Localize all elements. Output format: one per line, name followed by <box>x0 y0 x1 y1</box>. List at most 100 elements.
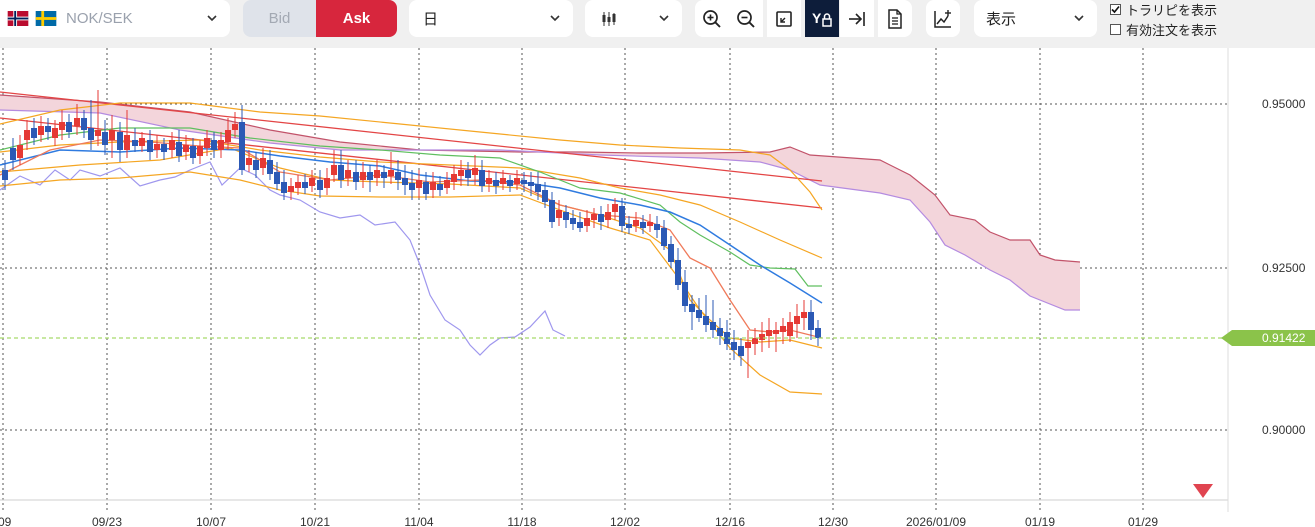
candle-body <box>117 132 123 150</box>
y-axis-lock-button[interactable]: Y <box>805 0 839 37</box>
candle-body <box>367 172 373 180</box>
candle-body <box>612 204 618 212</box>
candle-body <box>59 122 65 130</box>
candle-body <box>801 312 807 318</box>
candle-body <box>416 180 422 188</box>
candle-body <box>38 126 44 135</box>
candle-body <box>570 218 576 224</box>
document-button[interactable] <box>878 0 912 37</box>
candle-body <box>95 130 101 136</box>
candle-body <box>2 170 8 180</box>
candle-body <box>689 304 695 312</box>
currency-pair-label: NOK/SEK <box>66 10 133 27</box>
candle-body <box>598 214 604 222</box>
candle-body <box>24 130 30 140</box>
candle-body <box>190 146 196 158</box>
ask-button[interactable]: Ask <box>316 0 397 37</box>
candle-body <box>66 122 72 132</box>
add-indicator-button[interactable] <box>926 0 960 37</box>
candle-body <box>232 124 238 130</box>
candle-body <box>507 180 513 186</box>
candle-body <box>486 178 492 184</box>
x-tick-label: /09 <box>0 515 12 527</box>
down-triangle-marker-icon[interactable] <box>1193 484 1213 498</box>
display-select[interactable]: 表示 <box>974 0 1097 37</box>
candle-body <box>605 212 611 220</box>
zoom-in-button[interactable] <box>695 0 729 37</box>
candle-body <box>423 182 429 194</box>
candle-body <box>395 172 401 180</box>
candle-body <box>183 145 189 152</box>
x-tick-label: 11/18 <box>507 515 536 527</box>
currency-pair-select[interactable]: NOK/SEK <box>0 0 230 37</box>
candle-body <box>132 140 138 146</box>
candle-body <box>766 330 772 336</box>
candlestick-series <box>2 90 821 378</box>
candle-body <box>317 180 323 190</box>
scroll-to-latest-button[interactable] <box>840 0 874 37</box>
chart-toolbar: NOK/SEK Bid Ask 日 <box>0 0 1315 48</box>
candle-body <box>745 342 751 348</box>
candle-body <box>626 224 632 228</box>
candle-body <box>696 310 702 318</box>
candle-body <box>675 260 681 285</box>
candle-body <box>353 172 359 182</box>
candle-body <box>528 182 534 186</box>
trendline-toggle[interactable]: トラリピを表示 <box>1110 0 1217 19</box>
candle-body <box>360 172 366 180</box>
document-icon <box>888 8 902 29</box>
candle-body <box>169 140 175 150</box>
candle-body <box>204 138 210 148</box>
timeframe-select[interactable]: 日 <box>409 0 573 37</box>
y-axis-lock-icon: Y <box>812 10 832 27</box>
candle-body <box>640 222 646 228</box>
candle-body <box>731 342 737 350</box>
candle-body <box>176 142 182 156</box>
zoom-in-icon <box>703 9 721 28</box>
x-tick-label: 2026/01/09 <box>906 515 966 527</box>
x-tick-label: 10/07 <box>196 515 226 527</box>
candle-body <box>577 222 583 228</box>
current-price-label: 0.91422 <box>1262 331 1306 345</box>
price-chart[interactable]: 0.95000 0.92500 0.90000 0.91422 /09 09/2… <box>0 48 1315 527</box>
candle-body <box>374 170 380 178</box>
bollinger-lower-line <box>0 171 823 395</box>
chevron-down-icon <box>207 15 217 22</box>
candle-body <box>479 170 485 186</box>
candle-body <box>161 144 167 152</box>
candle-body <box>535 184 541 192</box>
fit-screen-icon <box>776 10 792 27</box>
cloud-leading-span-b <box>0 109 1080 311</box>
chevron-down-icon <box>1074 15 1084 22</box>
bollinger-mid-line <box>0 139 823 259</box>
y-tick-label: 0.95000 <box>1262 97 1306 111</box>
bid-button[interactable]: Bid <box>243 0 316 37</box>
candle-body <box>154 144 160 150</box>
candle-body <box>295 182 301 188</box>
x-tick-label: 12/30 <box>818 515 848 527</box>
candle-body <box>647 222 653 226</box>
candle-body <box>246 158 252 165</box>
candle-body <box>668 244 674 262</box>
candle-body <box>409 183 415 190</box>
chart-type-select[interactable] <box>585 0 682 37</box>
fit-screen-button[interactable] <box>767 0 801 37</box>
candle-body <box>197 146 203 156</box>
zoom-out-button[interactable] <box>729 0 763 37</box>
moving-average-salmon-line <box>0 139 823 339</box>
candle-body <box>124 135 130 150</box>
candle-body <box>260 158 266 168</box>
candle-body <box>633 220 639 226</box>
candle-body <box>563 212 569 220</box>
candle-body <box>225 130 231 142</box>
valid-orders-toggle-label: 有効注文を表示 <box>1126 23 1218 38</box>
candle-body <box>281 182 287 193</box>
valid-orders-toggle[interactable]: 有効注文を表示 <box>1110 20 1217 39</box>
candle-body <box>338 165 344 180</box>
candle-body <box>787 322 793 336</box>
candle-body <box>465 170 471 178</box>
candle-body <box>682 282 688 306</box>
x-tick-label: 09/23 <box>92 515 122 527</box>
checkbox-checked-icon <box>1110 4 1121 15</box>
chevron-down-icon <box>659 15 669 22</box>
